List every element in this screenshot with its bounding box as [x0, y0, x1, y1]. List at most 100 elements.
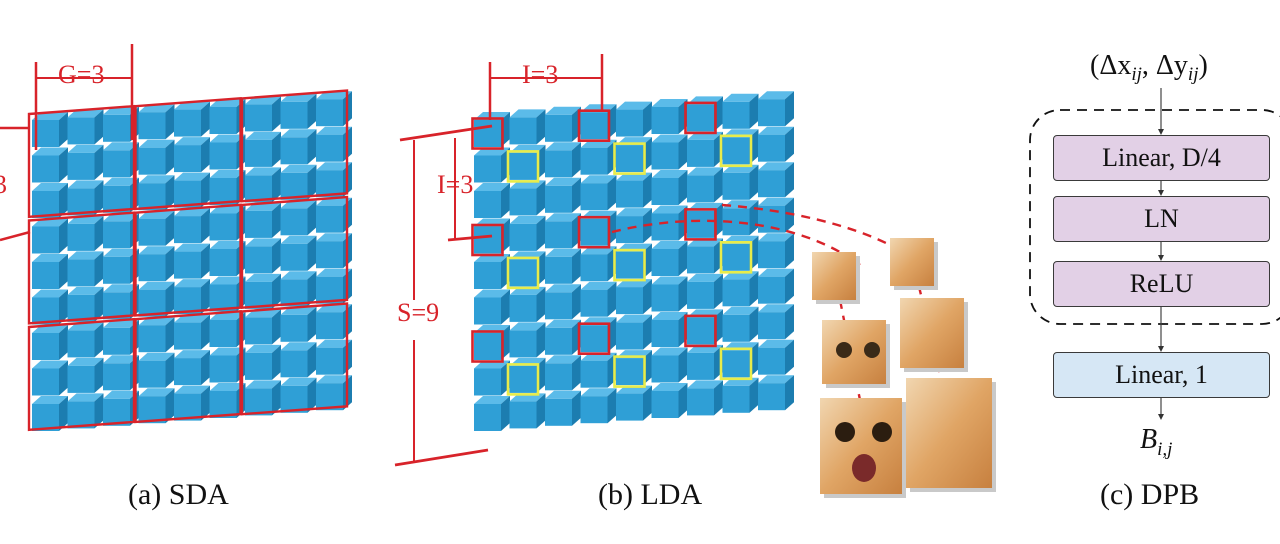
cube-top — [687, 380, 723, 389]
cube-front — [616, 145, 643, 173]
cube-front — [245, 317, 272, 345]
sda-group-outline — [240, 195, 349, 309]
cube-side — [272, 202, 281, 238]
cube-front — [509, 223, 537, 251]
cube-front — [758, 312, 785, 340]
cube-front — [616, 322, 643, 350]
cube-top — [651, 99, 688, 107]
cube-side — [572, 248, 581, 284]
cube-top — [32, 396, 68, 404]
cube-top — [280, 164, 317, 173]
cube-top — [174, 279, 210, 288]
cube-side — [94, 322, 104, 358]
cube-front — [209, 284, 237, 312]
cube-side — [749, 93, 759, 129]
cube-front — [509, 294, 537, 322]
cube-top — [103, 248, 139, 257]
cube-side — [785, 268, 794, 304]
cube-top — [103, 177, 139, 186]
cube-side — [272, 273, 281, 309]
cube-front — [616, 393, 643, 421]
cube-top — [32, 147, 68, 156]
cube-top — [209, 347, 246, 356]
cube-side — [94, 180, 104, 216]
cube-front — [580, 289, 608, 317]
cube-top — [138, 175, 175, 184]
cube-side — [572, 390, 581, 426]
cube-top — [67, 251, 104, 260]
sda-group-outline — [240, 302, 349, 416]
cube-side — [536, 109, 546, 145]
cube-top — [651, 276, 688, 285]
cube-top — [280, 235, 317, 244]
dpb-output: Bi,j — [1140, 424, 1173, 460]
cube-front — [138, 183, 166, 211]
lda-yellow-token — [719, 241, 753, 274]
cube-front — [509, 188, 537, 216]
cube-front — [103, 150, 130, 178]
cube-front — [32, 297, 59, 325]
cube-side — [678, 170, 688, 205]
cube-side — [678, 241, 688, 276]
sda-group-outline — [134, 97, 242, 211]
cube-front — [67, 259, 95, 287]
cube-side — [643, 101, 652, 137]
cube-top — [758, 197, 794, 206]
cube-side — [785, 304, 794, 340]
cube-front — [580, 218, 608, 246]
cube-side — [714, 167, 723, 203]
dpb-arrow-3-head — [1158, 346, 1164, 352]
cube-front — [280, 208, 308, 236]
cube-top — [545, 248, 581, 257]
cube-front — [687, 317, 714, 345]
cube-side — [572, 284, 581, 320]
cube-front — [209, 320, 237, 347]
cube-front — [316, 347, 343, 375]
cube-top — [651, 205, 688, 214]
cube-front — [545, 150, 572, 178]
cat-eye — [836, 342, 852, 358]
cube-top — [758, 304, 794, 313]
cube-side — [307, 93, 317, 129]
lda-size-label: S=9 — [397, 298, 440, 327]
cube-front — [67, 223, 95, 251]
cube-front — [209, 391, 237, 418]
cube-side — [307, 342, 317, 378]
cube-front — [545, 398, 572, 426]
lda-yellow-token — [613, 248, 646, 282]
cube-top — [316, 233, 352, 242]
cube-front — [545, 363, 572, 391]
cube-top — [651, 347, 688, 356]
cube-front — [474, 262, 501, 289]
cube-top — [103, 284, 139, 293]
lda-yellow-token — [613, 142, 646, 175]
cube-side — [201, 279, 210, 315]
cube-side — [201, 172, 210, 208]
cube-front — [32, 226, 59, 254]
cube-side — [749, 377, 759, 413]
cube-front — [509, 365, 537, 393]
cube-front — [687, 210, 714, 238]
cube-top — [280, 271, 317, 280]
cube-top — [545, 142, 581, 151]
cube-top — [474, 183, 510, 191]
cube-front — [580, 183, 608, 211]
cube-side — [307, 377, 317, 413]
cat-eye — [835, 422, 855, 442]
cat-image-tile — [900, 298, 968, 372]
cube-front — [138, 147, 166, 175]
linear-d4-block: Linear, D/4 — [1053, 135, 1270, 181]
lda-side-tick-3 — [394, 448, 489, 467]
cube-front — [245, 352, 272, 380]
cube-top — [103, 355, 139, 364]
layernorm-block: LN — [1053, 196, 1270, 242]
cube-front — [316, 241, 343, 269]
lda-red-token — [684, 208, 717, 241]
cube-side — [572, 177, 581, 213]
cube-top — [316, 268, 352, 277]
cube-front — [32, 368, 59, 396]
cube-top — [616, 314, 652, 323]
cube-side — [201, 385, 210, 421]
cube-front — [209, 355, 237, 383]
lda-red-token — [471, 223, 504, 257]
